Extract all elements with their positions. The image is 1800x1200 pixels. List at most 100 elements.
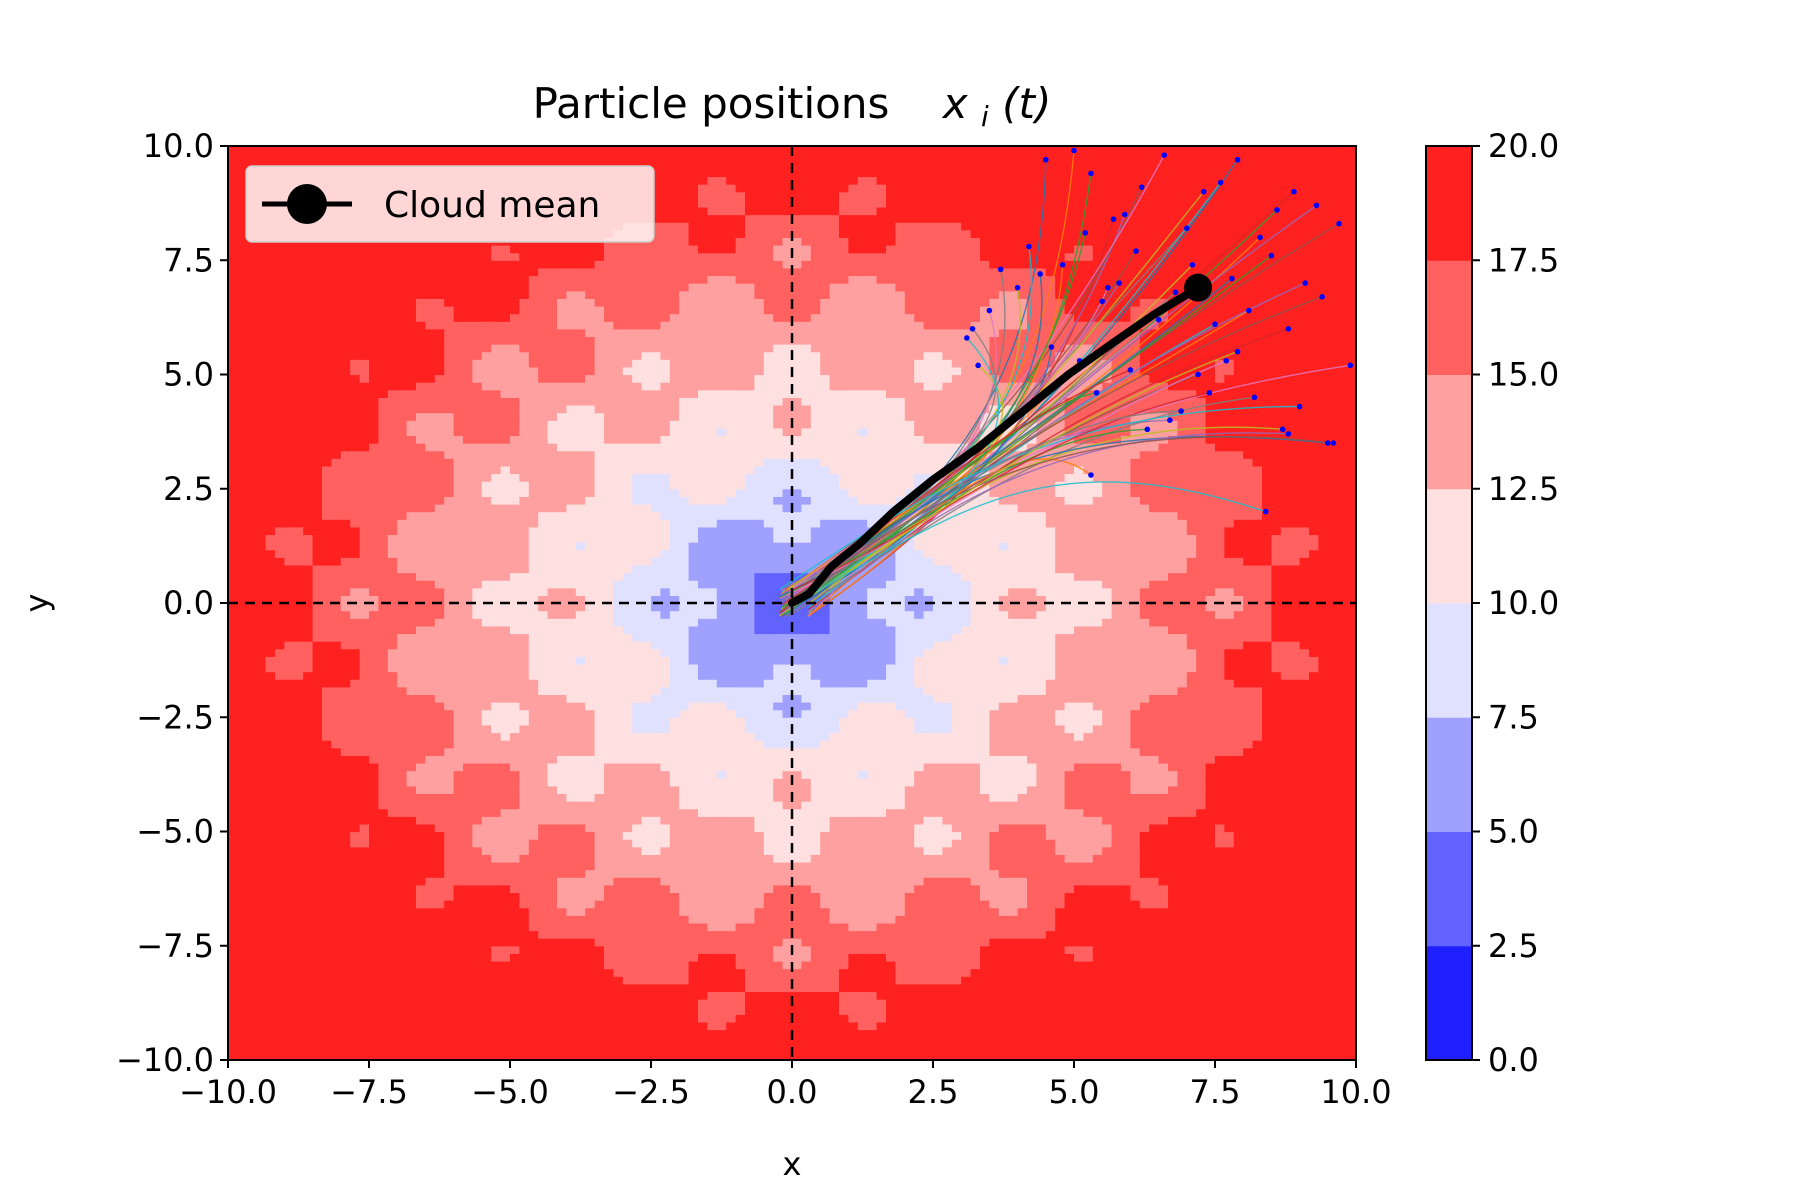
contour-cell bbox=[369, 801, 379, 810]
contour-cell bbox=[359, 823, 370, 833]
contour-cell bbox=[575, 801, 586, 810]
contour-cell bbox=[256, 542, 267, 551]
contour-cell bbox=[312, 260, 323, 269]
contour-cell bbox=[528, 877, 539, 886]
contour-cell bbox=[369, 915, 379, 924]
contour-cell bbox=[406, 839, 417, 848]
contour-cell bbox=[453, 884, 464, 894]
contour-cell bbox=[594, 481, 605, 490]
contour-cell bbox=[453, 823, 464, 833]
contour-cell bbox=[557, 823, 567, 833]
contour-cell bbox=[275, 580, 285, 589]
contour-cell bbox=[500, 146, 511, 155]
contour-cell bbox=[519, 915, 530, 924]
contour-cell bbox=[547, 572, 558, 581]
contour-cell bbox=[463, 900, 473, 909]
contour-cell bbox=[397, 976, 408, 985]
contour-cell bbox=[293, 1052, 304, 1060]
contour-cell bbox=[557, 633, 567, 642]
contour-cell bbox=[519, 435, 530, 444]
contour-cell bbox=[284, 351, 295, 360]
contour-cell bbox=[510, 435, 520, 444]
contour-cell bbox=[359, 146, 370, 155]
contour-cell bbox=[293, 740, 304, 749]
contour-cell bbox=[256, 488, 267, 497]
contour-cell bbox=[322, 1021, 332, 1031]
contour-cell bbox=[359, 603, 370, 612]
contour-cell bbox=[557, 397, 567, 406]
contour-cell bbox=[538, 892, 549, 901]
contour-cell bbox=[491, 359, 502, 368]
contour-cell bbox=[246, 922, 257, 932]
contour-cell bbox=[340, 831, 351, 840]
contour-cell bbox=[481, 648, 492, 657]
contour-cell bbox=[510, 443, 520, 452]
contour-cell bbox=[378, 907, 389, 916]
contour-cell bbox=[359, 549, 370, 558]
contour-cell bbox=[538, 770, 549, 779]
contour-cell bbox=[519, 587, 530, 596]
contour-cell bbox=[397, 443, 408, 452]
contour-cell bbox=[228, 435, 238, 444]
contour-cell bbox=[322, 861, 332, 871]
contour-cell bbox=[228, 976, 238, 985]
contour-cell bbox=[566, 747, 577, 756]
contour-cell bbox=[425, 785, 436, 795]
contour-cell bbox=[444, 298, 455, 307]
contour-cell bbox=[481, 724, 492, 734]
contour-cell bbox=[397, 557, 408, 566]
contour-cell bbox=[237, 526, 248, 536]
contour-cell bbox=[500, 610, 511, 619]
contour-cell bbox=[237, 184, 248, 193]
contour-cell bbox=[246, 801, 257, 810]
contour-cell bbox=[434, 671, 445, 680]
contour-cell bbox=[528, 496, 539, 505]
contour-cell bbox=[387, 542, 398, 551]
contour-cell bbox=[331, 694, 342, 703]
contour-cell bbox=[481, 785, 492, 795]
contour-cell bbox=[547, 922, 558, 932]
contour-cell bbox=[416, 374, 426, 383]
contour-cell bbox=[528, 351, 539, 360]
contour-cell bbox=[557, 755, 567, 764]
contour-cell bbox=[284, 481, 295, 490]
contour-cell bbox=[350, 618, 361, 627]
contour-cell bbox=[378, 755, 389, 764]
contour-cell bbox=[557, 328, 567, 338]
contour-cell bbox=[425, 542, 436, 551]
contour-cell bbox=[397, 869, 408, 878]
contour-cell bbox=[340, 549, 351, 558]
contour-cell bbox=[547, 366, 558, 376]
contour-cell bbox=[350, 846, 361, 855]
contour-cell bbox=[303, 1044, 314, 1053]
contour-cell bbox=[284, 854, 295, 863]
contour-cell bbox=[528, 801, 539, 810]
contour-cell bbox=[293, 976, 304, 985]
contour-cell bbox=[228, 801, 238, 810]
contour-cell bbox=[350, 747, 361, 756]
contour-cell bbox=[500, 869, 511, 878]
contour-cell bbox=[547, 1006, 558, 1015]
contour-cell bbox=[519, 671, 530, 680]
contour-cell bbox=[293, 808, 304, 817]
contour-cell bbox=[275, 732, 285, 741]
contour-cell bbox=[256, 519, 267, 528]
contour-cell bbox=[481, 420, 492, 429]
contour-cell bbox=[416, 1006, 426, 1015]
contour-cell bbox=[434, 336, 445, 345]
contour-cell bbox=[359, 496, 370, 505]
contour-cell bbox=[312, 534, 323, 543]
contour-cell bbox=[575, 732, 586, 741]
contour-cell bbox=[434, 694, 445, 703]
contour-cell bbox=[331, 869, 342, 878]
contour-cell bbox=[406, 968, 417, 977]
contour-cell bbox=[256, 892, 267, 901]
contour-cell bbox=[519, 785, 530, 795]
contour-cell bbox=[481, 922, 492, 932]
contour-cell bbox=[491, 1021, 502, 1031]
contour-cell bbox=[547, 945, 558, 954]
contour-cell bbox=[547, 283, 558, 292]
contour-cell bbox=[444, 907, 455, 916]
contour-cell bbox=[387, 999, 398, 1008]
contour-cell bbox=[387, 465, 398, 475]
